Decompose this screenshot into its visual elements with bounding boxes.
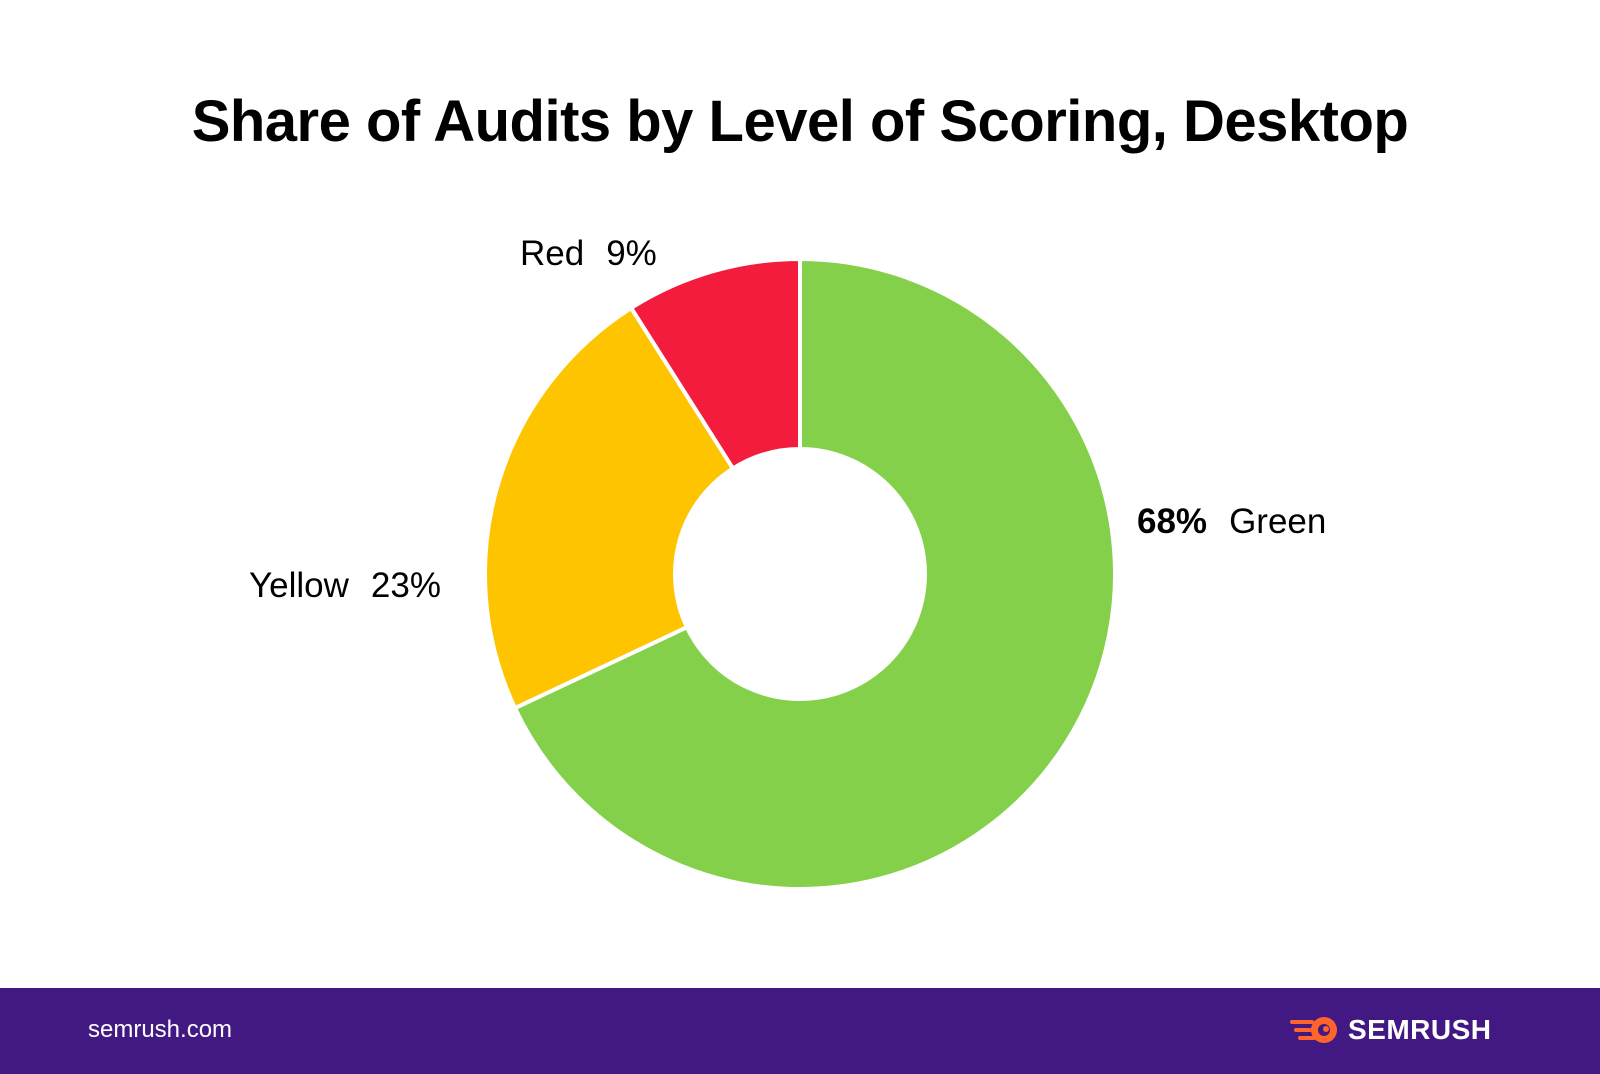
slice-label-yellow-value: 23% xyxy=(370,566,441,605)
slice-label-red: Red 9% xyxy=(520,234,657,274)
slice-label-yellow: Yellow 23% xyxy=(249,566,441,606)
slice-label-yellow-name: Yellow xyxy=(249,566,349,605)
slice-label-green-value: 68% xyxy=(1137,502,1208,541)
donut-slice-yellow xyxy=(483,306,736,711)
donut-slice-red xyxy=(629,257,802,471)
brand-logo[interactable]: SEMRUSH xyxy=(1290,1010,1492,1050)
footer-bar: semrush.com SEMRUSH xyxy=(0,988,1600,1074)
donut-slice-green xyxy=(512,257,1117,891)
donut-slices xyxy=(483,257,1117,891)
donut-chart xyxy=(483,257,1117,891)
brand-name: SEMRUSH xyxy=(1348,1014,1492,1045)
footer-url[interactable]: semrush.com xyxy=(88,1016,233,1043)
semrush-fireball-icon xyxy=(1290,1017,1337,1043)
slice-label-green-name: Green xyxy=(1229,502,1327,541)
slice-label-red-name: Red xyxy=(520,234,585,273)
slice-label-green: 68% Green xyxy=(1137,502,1326,542)
slice-label-red-value: 9% xyxy=(606,234,657,273)
chart-title: Share of Audits by Level of Scoring, Des… xyxy=(191,89,1409,154)
